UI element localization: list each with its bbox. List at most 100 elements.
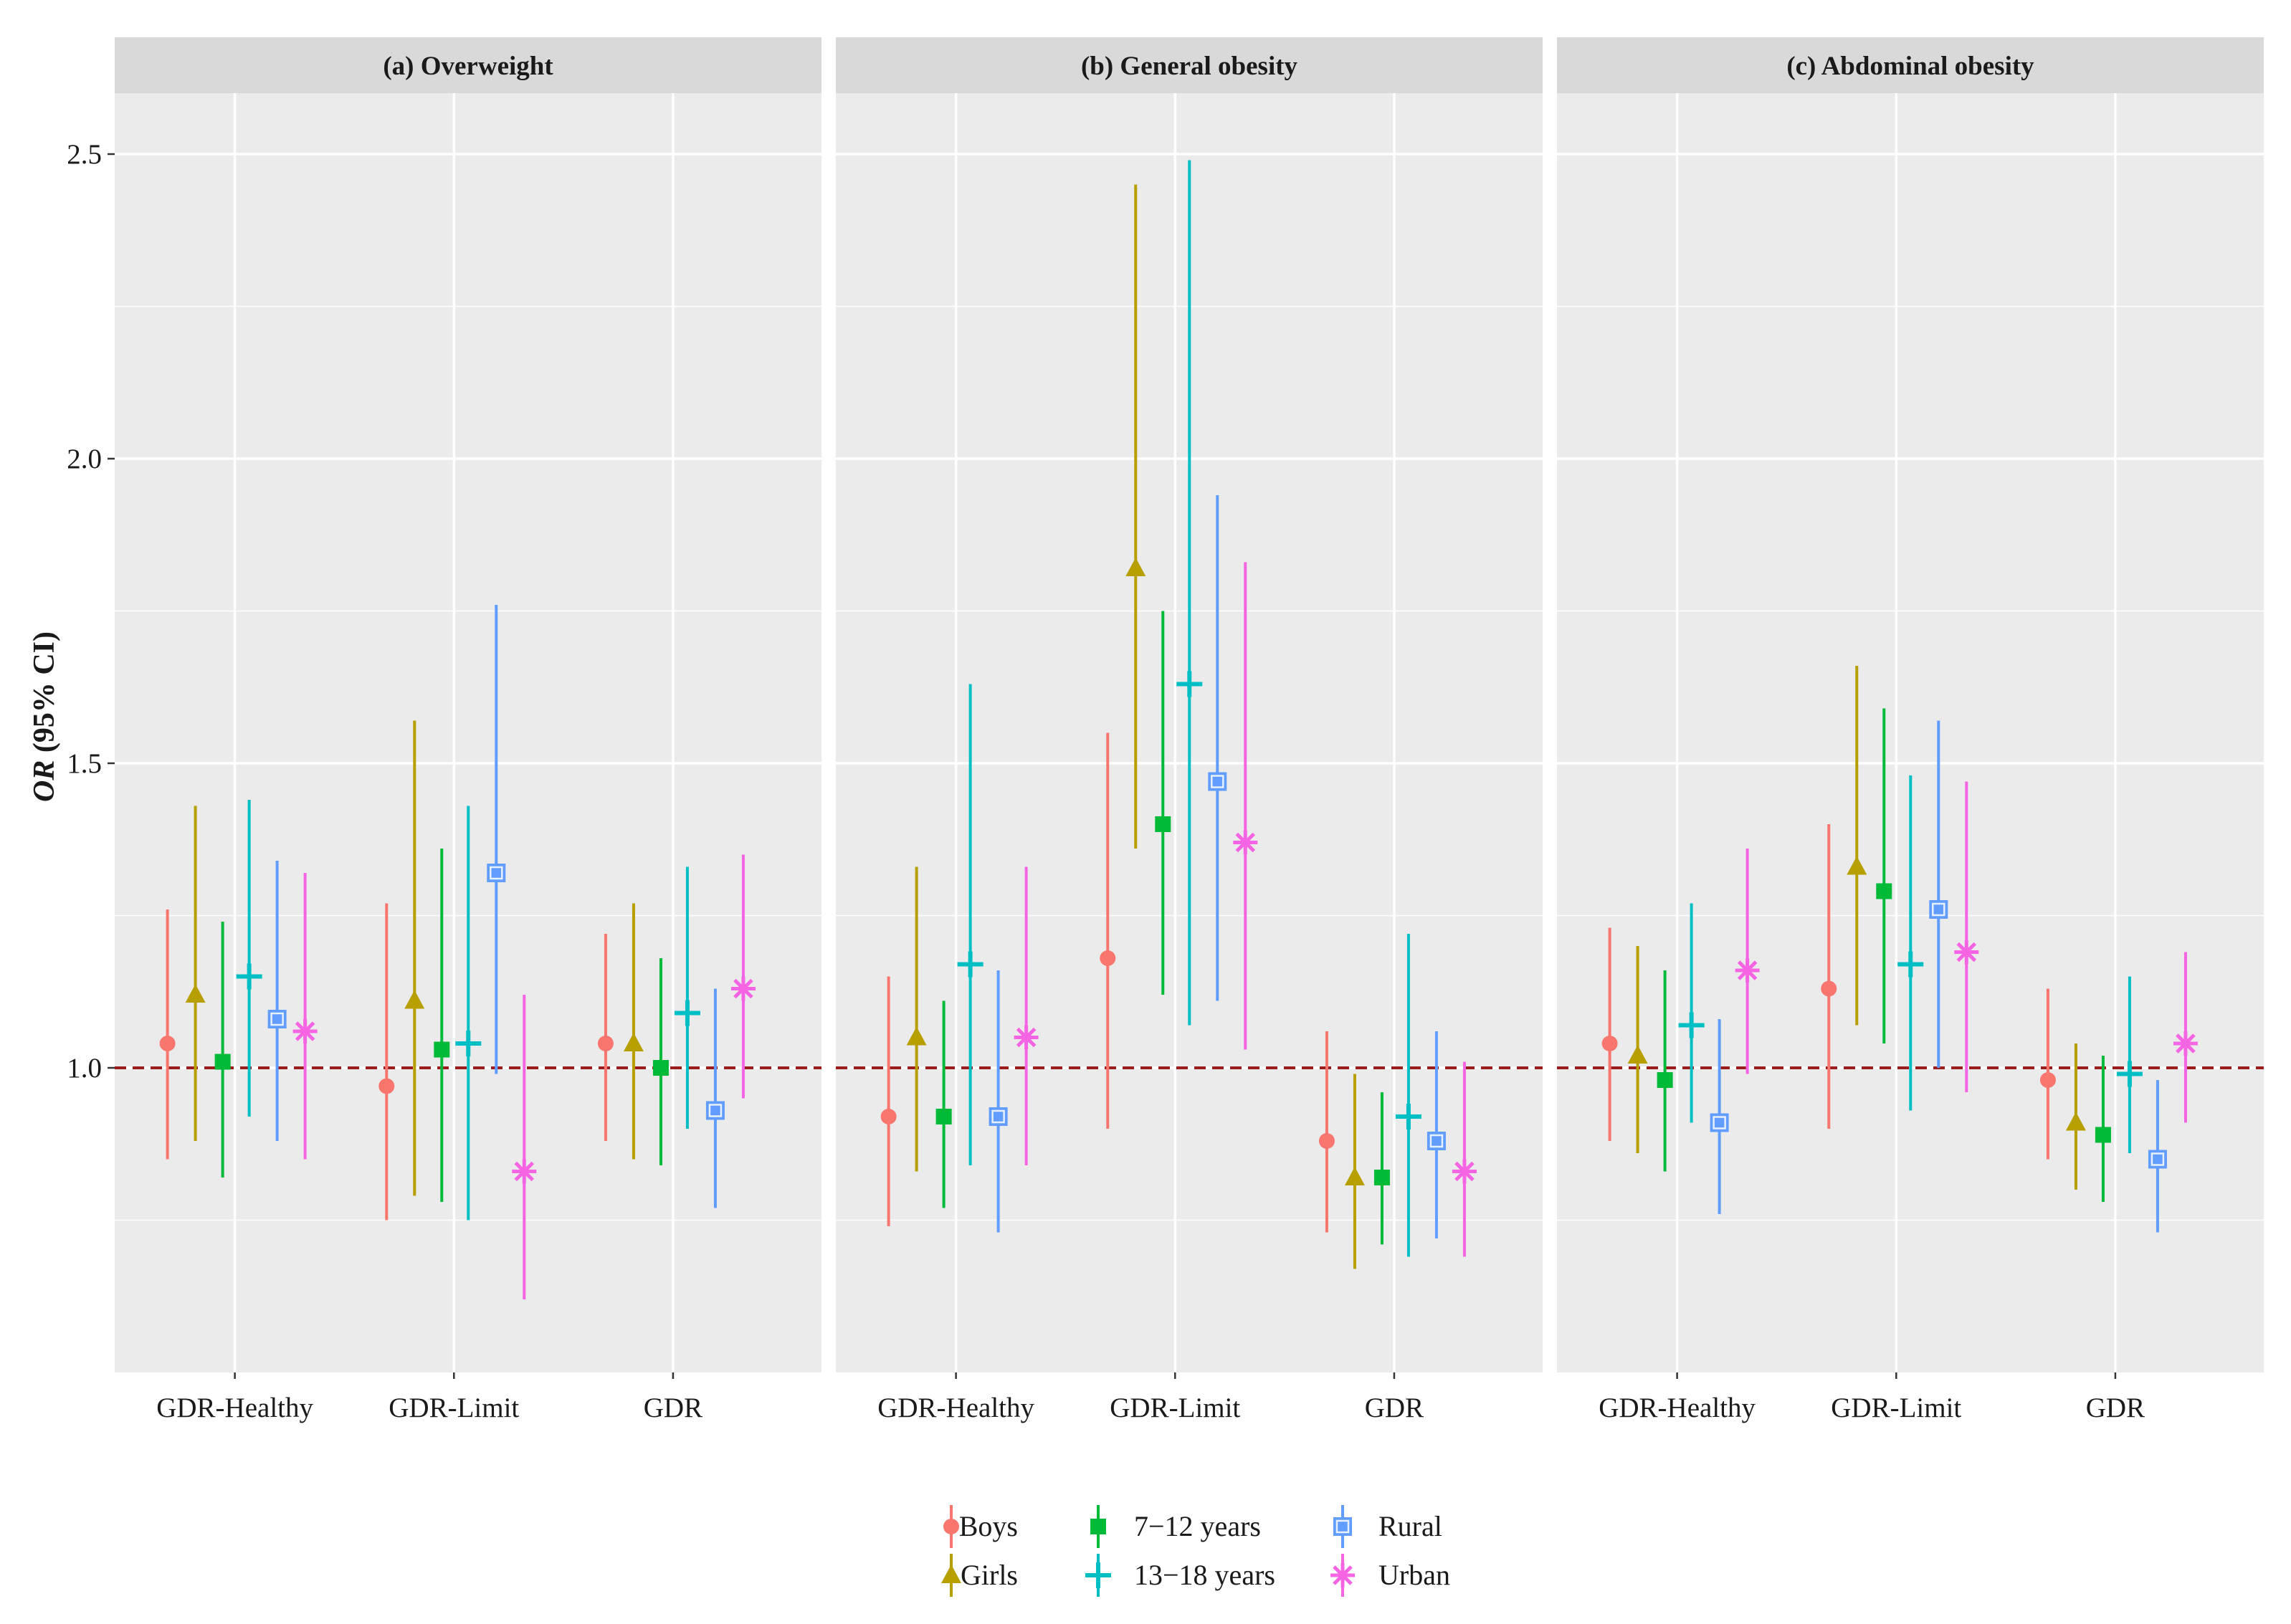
- legend-item-rural: Rural: [1333, 1505, 1442, 1548]
- category-group-gdr: [1318, 934, 1477, 1269]
- point-urban: [1954, 940, 1979, 965]
- x-tick-label: GDR-Limit: [1110, 1393, 1240, 1423]
- point-boys: [1601, 1036, 1618, 1051]
- panel-title: (b) General obesity: [1081, 52, 1298, 81]
- category-group-gdr-limit: [1821, 666, 1979, 1129]
- legend-key-marker: [1085, 1562, 1111, 1588]
- category-group-gdr: [597, 854, 756, 1208]
- legend-label: Girls: [961, 1559, 1018, 1591]
- x-tick-label: GDR: [1365, 1393, 1424, 1423]
- point-7-12-years: [935, 1109, 952, 1124]
- point-rural: [1208, 772, 1227, 791]
- point-girls: [404, 990, 425, 1009]
- legend-key-marker: [1333, 1517, 1352, 1536]
- point-13-18-years: [236, 963, 262, 990]
- point-girls: [623, 1033, 644, 1051]
- point-boys: [2039, 1072, 2056, 1088]
- legend-label: Urban: [1378, 1559, 1450, 1591]
- point-girls: [185, 984, 206, 1003]
- y-tick-label: 1.5: [67, 748, 102, 779]
- point-urban: [1233, 830, 1258, 855]
- point-urban: [730, 976, 756, 1001]
- point-rural: [267, 1010, 287, 1028]
- point-boys: [1318, 1133, 1335, 1149]
- panel-strip: [115, 37, 821, 93]
- category-group-gdr-limit: [1100, 160, 1258, 1129]
- x-tick-label: GDR: [644, 1393, 702, 1423]
- point-urban: [1014, 1025, 1039, 1050]
- point-urban: [512, 1159, 537, 1184]
- category-group-gdr: [2039, 952, 2198, 1233]
- point-rural: [1929, 900, 1948, 919]
- point-boys: [159, 1036, 176, 1051]
- x-tick-label: GDR-Healthy: [877, 1393, 1034, 1423]
- legend: Boys Girls 7−12 years 13−18 years Rural Urban: [941, 1505, 1450, 1597]
- point-13-18-years: [455, 1031, 482, 1056]
- point-urban: [2173, 1031, 2198, 1056]
- panel-strip: [836, 37, 1543, 93]
- category-group-gdr-healthy: [1601, 849, 1760, 1214]
- category-group-gdr-healthy: [880, 684, 1039, 1233]
- point-7-12-years: [214, 1054, 231, 1070]
- panel-b-general-obesity: (b) General obesity GDR-Healthy GDR-Limit G…: [836, 37, 1543, 1423]
- point-girls: [1627, 1045, 1648, 1064]
- legend-item-urban: Urban: [1330, 1554, 1450, 1597]
- point-7-12-years: [1876, 883, 1892, 899]
- legend-key-marker: [1330, 1563, 1355, 1587]
- x-tick-label: GDR-Healthy: [1599, 1393, 1756, 1423]
- point-rural: [487, 864, 506, 882]
- x-tick-label: GDR-Limit: [389, 1393, 519, 1423]
- y-tick-label: 2.5: [67, 139, 102, 170]
- legend-label: 13−18 years: [1134, 1559, 1275, 1591]
- point-urban: [1735, 958, 1760, 983]
- point-rural: [705, 1101, 725, 1120]
- point-girls: [1344, 1167, 1365, 1185]
- point-boys: [880, 1109, 897, 1124]
- point-boys: [1821, 980, 1837, 997]
- legend-item-7-12-years: 7−12 years: [1090, 1505, 1261, 1548]
- x-tick-label: GDR: [2086, 1393, 2145, 1423]
- point-boys: [597, 1036, 614, 1051]
- legend-key-marker: [1090, 1519, 1106, 1534]
- point-13-18-years: [1176, 671, 1203, 697]
- y-tick-label: 1.0: [67, 1053, 102, 1084]
- point-urban: [1452, 1159, 1477, 1184]
- point-boys: [1100, 950, 1116, 966]
- point-girls: [1125, 558, 1146, 576]
- panel-title: (a) Overweight: [383, 52, 553, 81]
- point-urban: [292, 1019, 318, 1043]
- category-group-gdr-healthy: [159, 800, 318, 1178]
- point-7-12-years: [1155, 816, 1171, 832]
- point-7-12-years: [652, 1060, 669, 1076]
- point-rural: [2148, 1150, 2167, 1169]
- y-tick-label: 2.0: [67, 444, 102, 474]
- legend-key-marker: [943, 1519, 959, 1534]
- point-13-18-years: [2116, 1061, 2143, 1087]
- panel-strip: [1557, 37, 2264, 93]
- y-axis-title-italic: OR: [28, 760, 61, 802]
- point-13-18-years: [1897, 951, 1924, 978]
- y-axis-title: OR (95% CI): [28, 631, 61, 802]
- y-axis: 1.0 1.5 2.0 2.5: [67, 139, 115, 1084]
- panel-title: (c) Abdominal obesity: [1786, 52, 2034, 81]
- legend-label: Rural: [1378, 1510, 1442, 1542]
- legend-item-13-18-years: 13−18 years: [1085, 1554, 1275, 1597]
- x-tick-label: GDR-Limit: [1831, 1393, 1961, 1423]
- point-boys: [378, 1078, 395, 1094]
- legend-item-boys: Boys: [943, 1505, 1018, 1548]
- y-axis-title-rest: (95% CI): [28, 631, 61, 760]
- legend-label: 7−12 years: [1134, 1510, 1261, 1542]
- point-7-12-years: [1657, 1072, 1673, 1088]
- point-girls: [906, 1026, 927, 1046]
- legend-label: Boys: [959, 1510, 1018, 1542]
- point-7-12-years: [434, 1041, 450, 1058]
- point-13-18-years: [674, 1000, 700, 1026]
- point-girls: [2065, 1112, 2086, 1131]
- x-tick-label: GDR-Healthy: [156, 1393, 313, 1423]
- category-group-gdr-limit: [378, 605, 537, 1299]
- point-7-12-years: [1373, 1170, 1390, 1185]
- point-13-18-years: [957, 951, 983, 978]
- point-13-18-years: [1395, 1104, 1421, 1129]
